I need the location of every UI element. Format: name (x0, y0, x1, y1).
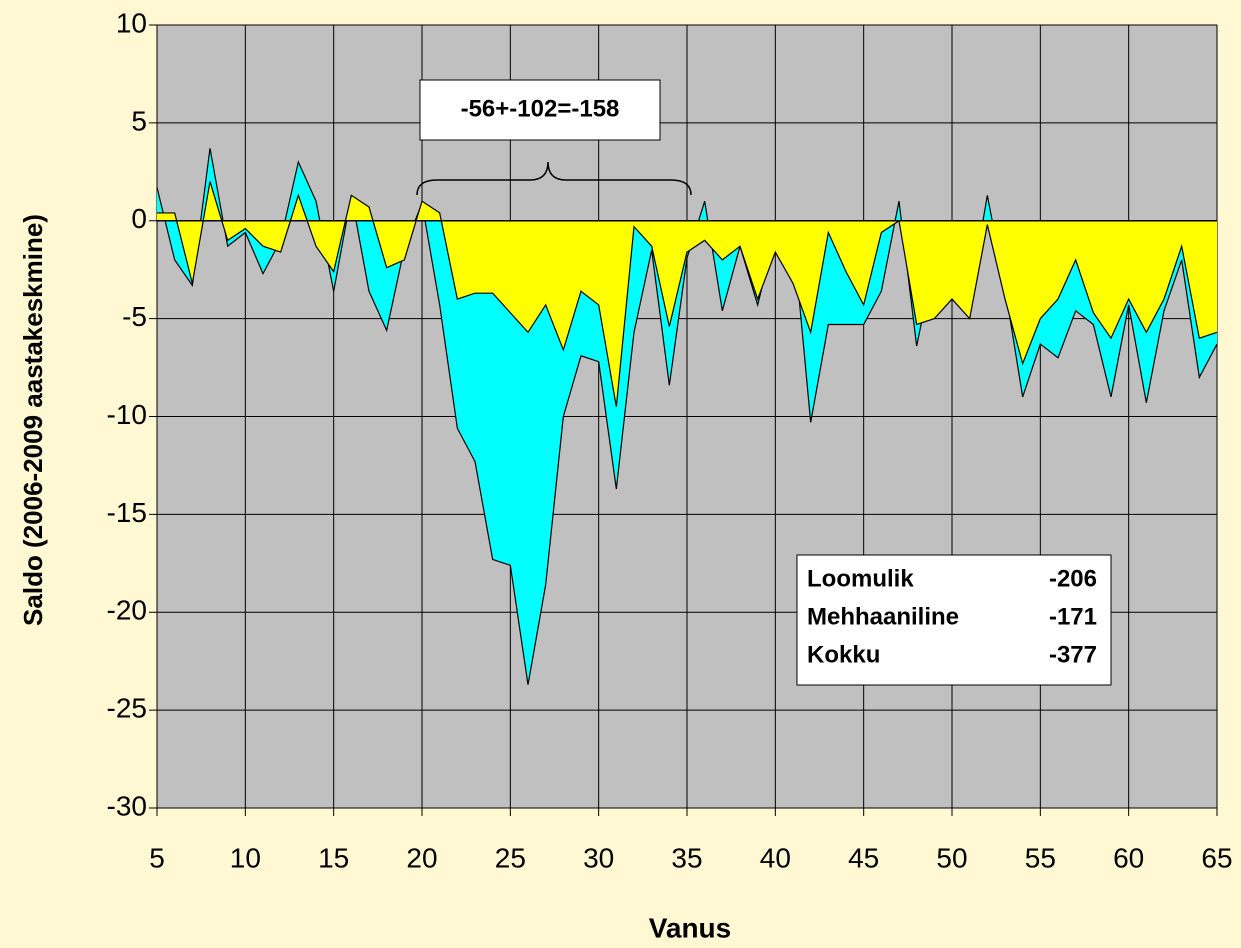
x-tick-label: 30 (583, 842, 614, 873)
y-tick-label: -15 (107, 497, 147, 528)
x-tick-label: 50 (936, 842, 967, 873)
x-tick-label: 20 (406, 842, 437, 873)
x-tick-label: 65 (1201, 842, 1232, 873)
y-tick-label: 5 (131, 105, 147, 136)
y-tick-label: -25 (107, 693, 147, 724)
y-tick-label: 0 (131, 203, 147, 234)
x-tick-label: 5 (149, 842, 165, 873)
summary-value: -171 (1049, 603, 1097, 630)
y-axis-label: Saldo (2006-2009 aastakeskmine) (18, 214, 48, 626)
chart: -56+-102=-158 Saldo (2006-2009 aastakesk… (0, 0, 1241, 948)
summary-label: Mehhaaniline (807, 603, 959, 630)
x-tick-label: 55 (1025, 842, 1056, 873)
x-tick-label: 60 (1113, 842, 1144, 873)
annotation: -56+-102=-158 (461, 95, 620, 122)
y-tick-label: -20 (107, 595, 147, 626)
summary-value: -206 (1049, 565, 1097, 592)
y-tick-label: -30 (107, 790, 147, 821)
y-tick-label: -10 (107, 399, 147, 430)
summary-value: -377 (1049, 641, 1097, 668)
y-tick-label: 10 (116, 7, 147, 38)
x-tick-label: 40 (760, 842, 791, 873)
x-tick-label: 25 (495, 842, 526, 873)
page: {"chart_data": {"type": "area", "x_label… (0, 0, 1241, 948)
x-tick-label: 35 (671, 842, 702, 873)
summary-label: Loomulik (807, 565, 914, 592)
summary-label: Kokku (807, 641, 880, 668)
x-tick-label: 15 (318, 842, 349, 873)
x-tick-label: 45 (848, 842, 879, 873)
y-tick-label: -5 (122, 301, 147, 332)
x-tick-label: 10 (230, 842, 261, 873)
x-axis-label: Vanus (649, 912, 731, 943)
